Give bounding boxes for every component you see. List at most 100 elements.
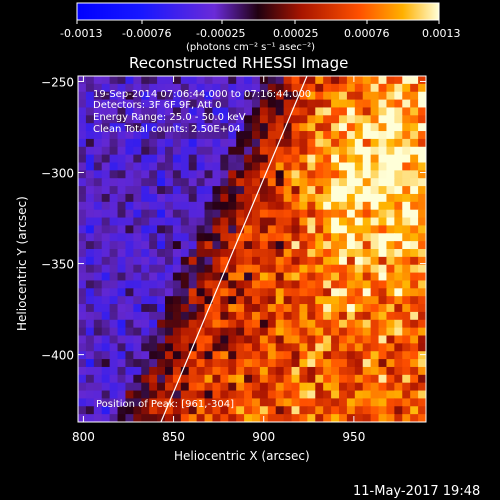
- heatmap-cell: [188, 311, 198, 321]
- heatmap-cell: [259, 131, 269, 140]
- heatmap-cell: [133, 264, 142, 274]
- heatmap-cell: [78, 233, 87, 242]
- heatmap-cell: [315, 233, 324, 242]
- heatmap-cell: [204, 209, 214, 219]
- heatmap-cell: [133, 366, 142, 376]
- heatmap-cell: [346, 272, 356, 282]
- heatmap-cell: [196, 390, 206, 400]
- heatmap-cell: [354, 296, 364, 305]
- heatmap-cell: [362, 398, 372, 407]
- heatmap-cell: [307, 319, 316, 329]
- heatmap-cell: [299, 398, 308, 407]
- heatmap-cell: [165, 91, 174, 101]
- heatmap-cell: [93, 327, 103, 337]
- heatmap-cell: [109, 138, 119, 148]
- heatmap-cell: [172, 233, 182, 242]
- heatmap-cell: [402, 83, 411, 93]
- heatmap-cell: [172, 154, 182, 164]
- heatmap-cell: [78, 366, 87, 376]
- heatmap-cell: [378, 99, 388, 109]
- heatmap-cell: [331, 343, 340, 352]
- heatmap-cell: [402, 131, 411, 140]
- heatmap-cell: [220, 83, 229, 93]
- heatmap-cell: [236, 123, 245, 132]
- heatmap-cell: [283, 327, 293, 337]
- heatmap-cell: [141, 343, 150, 352]
- heatmap-cell: [204, 146, 214, 156]
- heatmap-cell: [109, 154, 119, 164]
- heatmap-cell: [204, 154, 214, 164]
- heatmap-cell: [259, 162, 269, 171]
- heatmap-cell: [331, 233, 340, 242]
- heatmap-cell: [85, 288, 95, 297]
- heatmap-cell: [117, 374, 127, 384]
- heatmap-cell: [101, 162, 111, 171]
- heatmap-cell: [236, 162, 245, 171]
- heatmap-cell: [93, 311, 103, 321]
- heatmap-cell: [212, 264, 221, 274]
- heatmap-cell: [109, 233, 119, 242]
- heatmap-cell: [133, 217, 142, 227]
- heatmap-cell: [93, 359, 103, 368]
- heatmap-cell: [165, 335, 174, 344]
- heatmap-cell: [157, 335, 166, 344]
- heatmap-cell: [315, 327, 324, 337]
- heatmap-cell: [291, 83, 301, 93]
- heatmap-cell: [117, 382, 127, 392]
- heatmap-cell: [252, 382, 261, 392]
- heatmap-cell: [323, 359, 332, 368]
- heatmap-cell: [244, 382, 253, 392]
- heatmap-cell: [418, 217, 426, 227]
- heatmap-cell: [386, 249, 395, 258]
- heatmap-cell: [386, 335, 395, 344]
- heatmap-cell: [236, 76, 245, 85]
- heatmap-cell: [267, 288, 277, 297]
- heatmap-cell: [220, 123, 229, 132]
- heatmap-cell: [165, 170, 174, 179]
- heatmap-cell: [149, 123, 158, 132]
- heatmap-cell: [172, 249, 182, 258]
- heatmap-cell: [339, 366, 348, 376]
- heatmap-cell: [204, 327, 214, 337]
- heatmap-cell: [307, 217, 316, 227]
- heatmap-cell: [228, 319, 237, 329]
- heatmap-cell: [402, 249, 411, 258]
- heatmap-cell: [85, 146, 95, 156]
- heatmap-cell: [323, 335, 332, 344]
- heatmap-cell: [418, 390, 426, 400]
- heatmap-cell: [331, 327, 340, 337]
- heatmap-cell: [149, 107, 158, 116]
- heatmap-cell: [291, 170, 301, 179]
- heatmap-cell: [386, 414, 395, 422]
- heatmap-cell: [220, 272, 229, 282]
- heatmap-cell: [141, 217, 150, 227]
- heatmap-cell: [394, 209, 403, 219]
- heatmap-cell: [141, 154, 150, 164]
- heatmap-cell: [101, 398, 111, 407]
- heatmap-cell: [267, 178, 277, 187]
- heatmap-cell: [386, 131, 395, 140]
- heatmap-cell: [141, 76, 150, 85]
- heatmap-cell: [188, 398, 198, 407]
- annotation-peak: Position of Peak: [961,-304]: [96, 399, 234, 410]
- heatmap-cell: [244, 311, 253, 321]
- heatmap-cell: [315, 178, 324, 187]
- plot-frame: [77, 75, 427, 423]
- heatmap-cell: [228, 366, 237, 376]
- heatmap-cell: [354, 76, 364, 85]
- x-axis-ticks: 800 850 900 950: [72, 76, 365, 444]
- heatmap-cell: [228, 414, 237, 422]
- heatmap-cell: [386, 327, 395, 337]
- heatmap-cell: [394, 343, 403, 352]
- heatmap-cell: [331, 146, 340, 156]
- heatmap-cell: [394, 382, 403, 392]
- heatmap-cell: [109, 107, 119, 116]
- heatmap-cell: [299, 359, 308, 368]
- heatmap-cell: [109, 123, 119, 132]
- heatmap-cell: [133, 241, 142, 250]
- heatmap-cell: [220, 146, 229, 156]
- heatmap-cell: [141, 280, 150, 289]
- heatmap-cell: [196, 146, 206, 156]
- heatmap-cell: [204, 178, 214, 187]
- heatmap-cell: [133, 304, 142, 313]
